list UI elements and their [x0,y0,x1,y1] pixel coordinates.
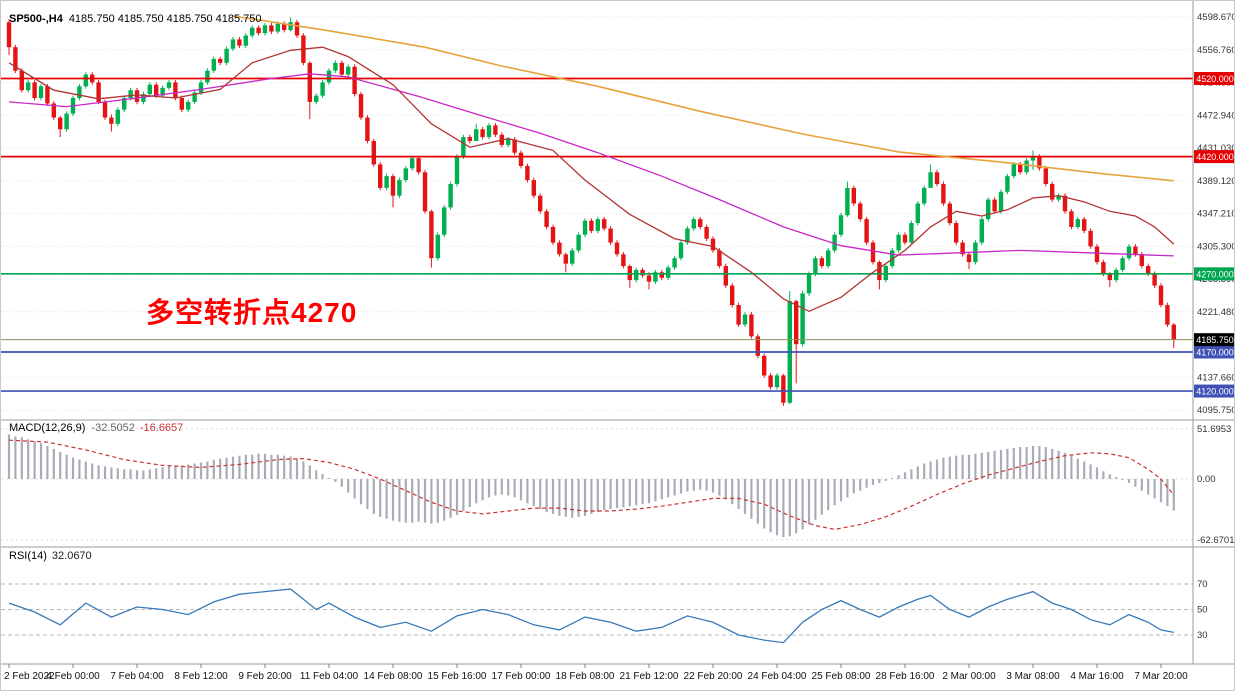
chart-annotation-text[interactable]: 多空转折点4270 [146,297,358,328]
svg-text:4137.660: 4137.660 [1197,372,1235,383]
svg-text:18 Feb 08:00: 18 Feb 08:00 [556,671,615,682]
rsi-value: 32.0670 [51,550,92,562]
svg-text:7 Mar 20:00: 7 Mar 20:00 [1134,671,1188,682]
svg-text:0.00: 0.00 [1197,474,1216,485]
svg-text:22 Feb 20:00: 22 Feb 20:00 [684,671,743,682]
svg-text:30: 30 [1197,630,1208,641]
price-level-lines[interactable] [1,77,1193,392]
svg-text:15 Feb 16:00: 15 Feb 16:00 [428,671,487,682]
rsi-indicator-label: RSI(14) 32.0670 [9,550,92,562]
svg-text:4 Mar 16:00: 4 Mar 16:00 [1070,671,1124,682]
svg-text:51.6953: 51.6953 [1197,424,1231,435]
symbol-name: SP500-,H4 [9,13,63,25]
svg-text:3 Mar 08:00: 3 Mar 08:00 [1006,671,1060,682]
svg-text:11 Feb 04:00: 11 Feb 04:00 [300,671,359,682]
svg-text:4120.000: 4120.000 [1196,387,1234,397]
svg-text:4556.760: 4556.760 [1197,45,1235,56]
svg-text:4598.670: 4598.670 [1197,12,1235,23]
MA-slow [232,15,1174,182]
svg-text:-62.6701: -62.6701 [1197,535,1235,546]
svg-text:4221.480: 4221.480 [1197,307,1235,318]
svg-text:4270.000: 4270.000 [1196,269,1234,279]
svg-text:4 Feb 00:00: 4 Feb 00:00 [46,671,100,682]
rsi-name: RSI(14) [9,550,47,562]
rsi-levels: 70 50 30 [1,579,1208,641]
symbol-ohlc-values: 4185.750 4185.750 4185.750 4185.750 [68,13,262,25]
svg-text:50: 50 [1197,605,1208,616]
macd-signal-value: -16.6657 [139,422,184,434]
svg-text:25 Feb 08:00: 25 Feb 08:00 [812,671,871,682]
macd-histogram [7,434,1175,538]
svg-text:2 Mar 00:00: 2 Mar 00:00 [942,671,996,682]
svg-text:4347.210: 4347.210 [1197,209,1235,220]
svg-text:4095.750: 4095.750 [1197,405,1235,416]
svg-text:4520.000: 4520.000 [1196,74,1234,84]
svg-text:2 Feb 2022: 2 Feb 2022 [4,671,55,682]
svg-text:14 Feb 08:00: 14 Feb 08:00 [364,671,423,682]
MA-fast [8,46,1175,313]
moving-averages [1,15,1193,341]
macd-signal-line [8,439,1175,531]
panel-dividers [1,1,1234,665]
svg-text:70: 70 [1197,579,1208,590]
svg-text:24 Feb 04:00: 24 Feb 04:00 [748,671,807,682]
svg-text:4305.300: 4305.300 [1197,241,1235,252]
MA-medium [8,73,1174,257]
svg-text:28 Feb 16:00: 28 Feb 16:00 [876,671,935,682]
svg-text:4472.940: 4472.940 [1197,110,1235,121]
svg-text:4170.000: 4170.000 [1196,347,1234,357]
svg-text:21 Feb 12:00: 21 Feb 12:00 [620,671,679,682]
svg-text:9 Feb 20:00: 9 Feb 20:00 [238,671,292,682]
svg-text:8 Feb 12:00: 8 Feb 12:00 [174,671,228,682]
rsi-line [8,588,1174,644]
macd-indicator-label: MACD(12,26,9) -32.5052 -16.6657 [9,422,183,434]
svg-text:7 Feb 04:00: 7 Feb 04:00 [110,671,164,682]
svg-text:4389.120: 4389.120 [1197,176,1235,187]
svg-text:4185.750: 4185.750 [1196,335,1234,345]
svg-text:4420.000: 4420.000 [1196,152,1234,162]
macd-main-value: -32.5052 [91,422,135,434]
price-grid [1,16,1193,411]
svg-text:17 Feb 00:00: 17 Feb 00:00 [492,671,551,682]
price-axis-badges: 4520.000 4420.000 4270.000 4170.000 4120.000… [1194,71,1234,398]
macd-name: MACD(12,26,9) [9,422,86,434]
symbol-ohlc-label: SP500-,H4 4185.750 4185.750 4185.750 4185… [9,13,262,25]
svg-text:4431.030: 4431.030 [1197,143,1235,154]
